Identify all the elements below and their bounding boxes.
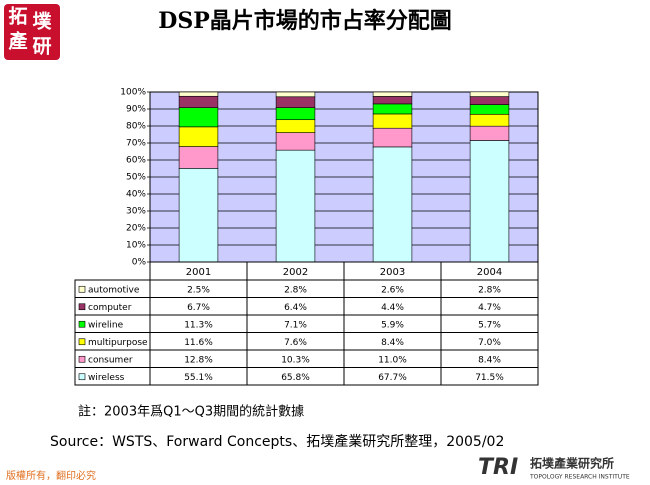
data-label: 7.6%	[284, 338, 307, 348]
legend-swatch	[78, 303, 86, 311]
data-label: 2.8%	[478, 285, 501, 295]
legend-swatch	[78, 355, 86, 363]
y-tick-label: 20%	[126, 224, 146, 234]
y-tick-label: 0%	[132, 258, 147, 268]
data-label: 67.7%	[378, 373, 407, 383]
bar-segment	[178, 146, 219, 169]
bar-segment	[178, 126, 219, 147]
logo-char: 拓	[8, 5, 27, 28]
data-label: 55.1%	[184, 373, 213, 383]
data-label: 8.4%	[478, 355, 501, 365]
legend-swatch	[78, 285, 86, 293]
legend-swatch	[78, 338, 86, 346]
data-label: 12.8%	[184, 355, 213, 365]
bar-segment	[372, 91, 413, 97]
bar-segment	[372, 103, 413, 115]
data-label: 11.3%	[184, 320, 213, 330]
data-label: 7.0%	[478, 338, 501, 348]
legend-swatch	[78, 320, 86, 328]
legend-label: multipurpose	[88, 338, 148, 348]
bar-segment	[469, 140, 510, 263]
y-tick-label: 50%	[126, 173, 146, 183]
bar-segment	[469, 91, 510, 97]
x-tick-label: 2003	[380, 267, 405, 278]
y-tick-label: 70%	[126, 139, 146, 149]
y-tick-label: 100%	[120, 88, 146, 98]
data-label: 4.7%	[478, 303, 501, 313]
logo-char: 產	[8, 30, 27, 53]
brand-name: 拓墣產業研究所	[530, 456, 614, 471]
x-tick-label: 2001	[186, 267, 211, 278]
data-label: 7.1%	[284, 320, 307, 330]
chart: 0% 10% 20% 30% 40% 50% 60% 70% 80% 90% 100% 2001 200…	[74, 88, 539, 386]
y-tick-label: 40%	[126, 190, 146, 200]
data-label: 2.5%	[187, 285, 210, 295]
bar-segment	[275, 96, 316, 108]
bar-segment	[178, 107, 219, 128]
bar-segment	[372, 127, 413, 148]
legend-swatch	[78, 373, 86, 381]
chart-title: DSP晶片市場的市占率分配圖	[158, 8, 452, 34]
data-label: 11.0%	[378, 355, 407, 365]
note: 註：2003年爲Q1～Q3期間的統計數據	[78, 404, 304, 420]
data-label: 5.7%	[478, 320, 501, 330]
brand: TRI	[478, 455, 518, 480]
data-label: 71.5%	[475, 373, 504, 383]
logo-char: 研	[32, 36, 51, 58]
bar-segment	[178, 95, 219, 108]
y-tick-label: 60%	[126, 156, 146, 166]
legend-label: consumer	[88, 355, 133, 365]
source: Source：WSTS、Forward Concepts、拓墣產業研究所整理，2…	[50, 433, 504, 450]
bar-segment	[469, 113, 510, 127]
x-tick-label: 2002	[283, 267, 308, 278]
bar-segment	[372, 146, 413, 263]
x-tick-label: 2004	[477, 267, 502, 278]
bar-segment	[469, 96, 510, 105]
data-label: 11.6%	[184, 338, 213, 348]
copyright: 版權所有，翻印必究	[6, 469, 96, 482]
y-tick-label: 80%	[126, 122, 146, 132]
logo-char: 墣	[32, 11, 51, 33]
brand-sub: TOPOLOGY RESEARCH INSTITUTE	[529, 474, 630, 481]
data-label: 10.3%	[281, 355, 310, 365]
bar-segment	[275, 149, 316, 263]
bar-segment	[178, 168, 219, 263]
y-tick-label: 10%	[126, 241, 146, 251]
y-tick-label: 30%	[126, 207, 146, 217]
data-label: 4.4%	[381, 303, 404, 313]
bar-segment	[275, 132, 316, 151]
bar-segment	[469, 104, 510, 115]
bar-segment	[275, 107, 316, 121]
legend-label: computer	[88, 303, 132, 313]
data-label: 65.8%	[281, 373, 310, 383]
data-label: 5.9%	[381, 320, 404, 330]
bar-segment	[275, 119, 316, 133]
legend-label: automotive	[88, 285, 140, 295]
data-label: 2.8%	[284, 285, 307, 295]
bar-segment	[275, 91, 316, 98]
legend-label: wireless	[88, 373, 125, 383]
data-label: 6.7%	[187, 303, 210, 313]
data-label: 8.4%	[381, 338, 404, 348]
bar-segment	[469, 125, 510, 141]
data-label: 2.6%	[381, 285, 404, 295]
data-label: 6.4%	[284, 303, 307, 313]
y-tick-label: 90%	[126, 105, 146, 115]
bar-segment	[372, 96, 413, 105]
logo-box	[4, 4, 60, 60]
bar-segment	[178, 91, 219, 97]
legend-label: wireline	[88, 320, 124, 330]
bar-segment	[372, 113, 413, 129]
